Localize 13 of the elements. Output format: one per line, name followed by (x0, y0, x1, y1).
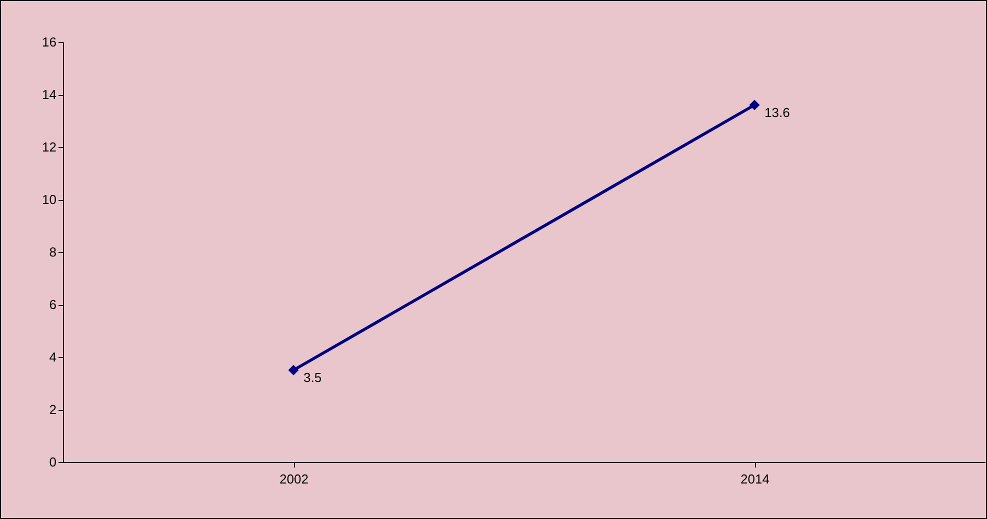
y-tick-label: 14 (42, 87, 56, 102)
y-tick-label: 16 (42, 34, 56, 50)
y-tick-label: 4 (49, 350, 56, 364)
x-tick-label: 2002 (280, 472, 308, 486)
y-tick-label: 0 (49, 454, 56, 470)
data-label: 13.6 (764, 105, 790, 120)
y-tick-label: 2 (49, 402, 56, 417)
y-tick-label: 8 (49, 244, 56, 260)
x-tick-label: 2014 (740, 472, 770, 486)
y-tick-label: 6 (49, 297, 56, 312)
y-tick-label: 12 (42, 140, 56, 154)
data-label: 3.5 (304, 370, 322, 386)
y-tick-label: 10 (42, 192, 56, 207)
